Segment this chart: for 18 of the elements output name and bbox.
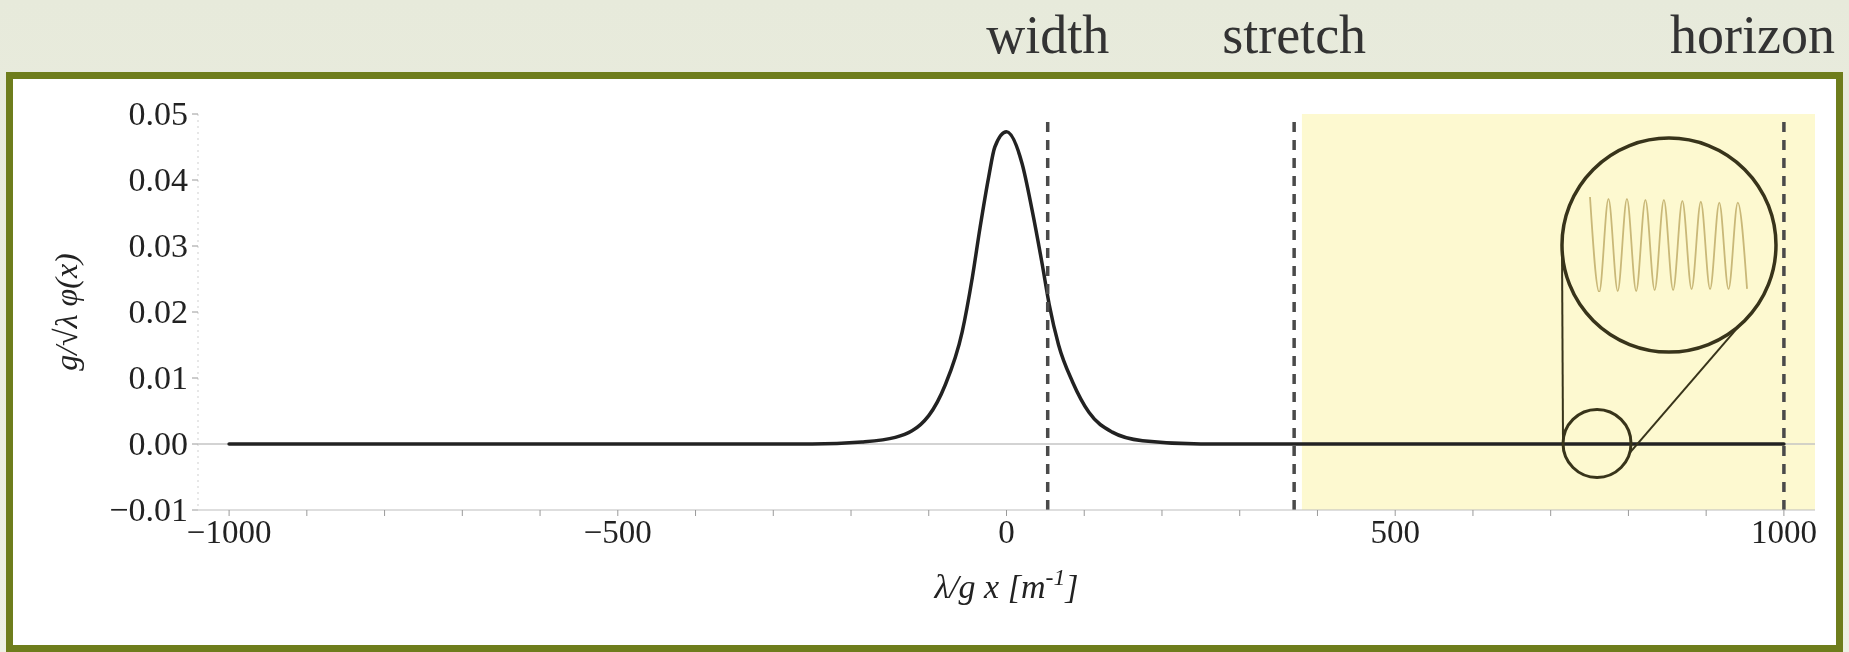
x-tick-label: −500 [583,514,652,551]
x-tick-label: −1000 [186,514,272,551]
y-tick-label: 0.05 [128,94,188,132]
x-tick-label: 1000 [1750,514,1817,551]
y-tick-label: −0.01 [109,490,188,528]
x-tick-label: 500 [1370,514,1420,551]
y-tick-label: 0.02 [128,292,188,330]
y-tick-label: 0.01 [128,358,188,396]
ref-line-label: horizon [1670,5,1835,65]
line-series [227,130,1786,446]
x-axis-title: λ/g x [m$^{-1}$] [933,564,1079,605]
x-tick-label: 0 [998,514,1015,551]
y-tick-label: 0.03 [128,226,188,264]
ref-line-label: stretch [1222,5,1367,65]
y-tick-label: 0.04 [128,160,188,198]
y-axis-title: g/√λ φ(x) [48,253,84,371]
ref-line-label: width [986,5,1110,65]
y-tick-label: 0.00 [128,424,188,462]
